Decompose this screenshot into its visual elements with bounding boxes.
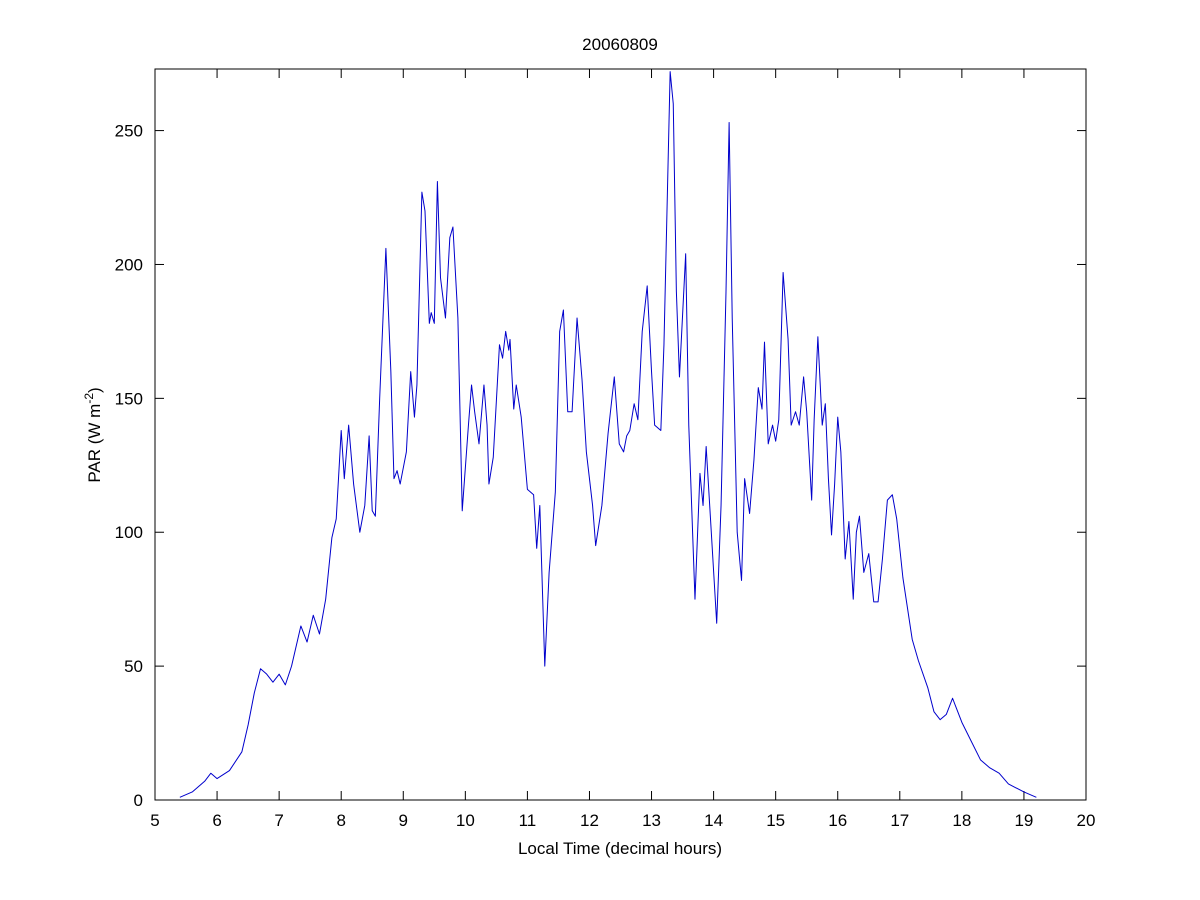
y-label-superscript: -2 [82, 393, 96, 404]
x-tick-label: 8 [336, 811, 345, 830]
x-tick-label: 15 [766, 811, 785, 830]
x-tick-label: 13 [642, 811, 661, 830]
x-tick-label: 17 [890, 811, 909, 830]
x-tick-label: 19 [1014, 811, 1033, 830]
y-tick-label: 100 [115, 523, 143, 542]
x-tick-label: 20 [1077, 811, 1096, 830]
x-tick-label: 16 [828, 811, 847, 830]
y-label-text: PAR (W m [85, 404, 104, 483]
x-tick-label: 9 [399, 811, 408, 830]
y-tick-label: 0 [134, 791, 143, 810]
y-tick-label: 200 [115, 255, 143, 274]
y-axis-label: PAR (W m-2) [82, 387, 104, 482]
x-tick-label: 6 [212, 811, 221, 830]
x-tick-label: 18 [952, 811, 971, 830]
x-tick-label: 5 [150, 811, 159, 830]
y-tick-label: 50 [124, 657, 143, 676]
plot-frame [154, 68, 1087, 801]
x-tick-label: 10 [456, 811, 475, 830]
chart-title: 20060809 [582, 35, 658, 54]
x-tick-label: 12 [580, 811, 599, 830]
data-line [179, 71, 1037, 798]
y-tick-label: 150 [115, 389, 143, 408]
x-tick-label: 7 [274, 811, 283, 830]
y-label-suffix: ) [85, 387, 104, 393]
x-tick-label: 11 [519, 811, 537, 830]
x-tick-label: 14 [704, 811, 723, 830]
x-axis-label: Local Time (decimal hours) [518, 839, 722, 858]
y-tick-label: 250 [115, 122, 143, 141]
